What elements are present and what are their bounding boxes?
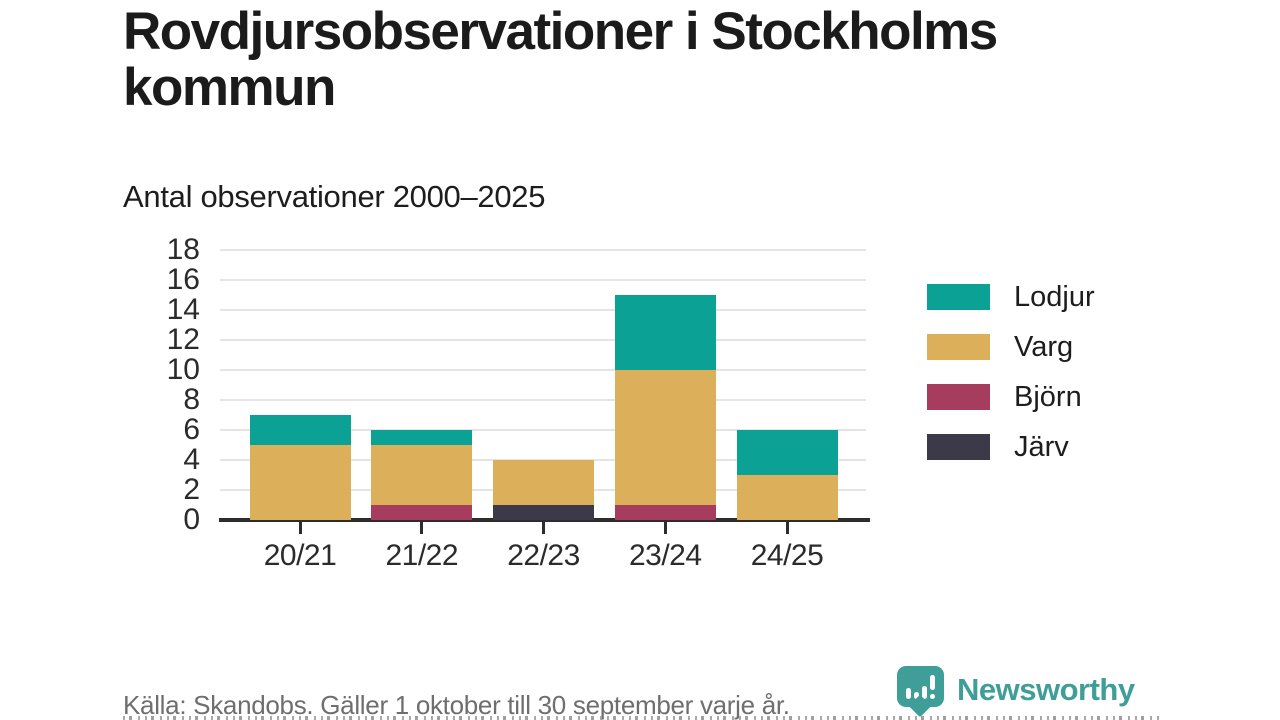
x-axis-tick-label: 21/22 (385, 539, 459, 572)
bar-segment-bjrn (614, 505, 716, 520)
bar-segment-jrv (493, 505, 594, 520)
gridline (220, 339, 866, 341)
newsworthy-wordmark: Newsworthy (957, 672, 1135, 707)
y-axis-tick-label: 18 (166, 233, 200, 266)
y-axis-tick-label: 12 (166, 323, 200, 356)
bar-segment-bjrn (371, 505, 473, 520)
y-axis-tick-label: 6 (183, 413, 200, 446)
y-axis-tick-label: 4 (183, 443, 200, 476)
gridline (220, 399, 866, 401)
x-axis-tick-label: 20/21 (263, 539, 337, 572)
bar-segment-varg (493, 460, 594, 505)
legend-item-lodjur: Lodjur (927, 282, 1095, 312)
legend-label: Varg (1014, 331, 1074, 363)
legend-label: Järv (1014, 431, 1069, 463)
x-axis-tick-label: 22/23 (507, 539, 580, 572)
bar-segment-varg (736, 475, 838, 520)
logo-bar-icon (906, 688, 911, 699)
x-axis-tick-label: 23/24 (628, 539, 702, 572)
legend-label: Björn (1014, 381, 1082, 413)
legend-swatch (927, 334, 990, 360)
y-axis-tick-label: 0 (183, 503, 200, 536)
y-axis-tick-label: 16 (166, 263, 200, 296)
bar-segment-lodjur (614, 295, 716, 370)
logo-exclamation-icon (930, 675, 935, 690)
cropped-text-line (123, 716, 1160, 720)
y-axis-tick-label: 14 (166, 293, 200, 326)
bar-segment-lodjur (249, 415, 351, 445)
x-axis-labels: 20/21 21/22 22/23 23/24 24/25 (220, 538, 866, 580)
y-axis: 0 2 4 6 8 10 12 14 16 18 (0, 234, 200, 536)
x-axis-tick (420, 522, 424, 534)
y-axis-tick-label: 10 (166, 353, 200, 386)
y-axis-tick-label: 8 (183, 383, 200, 416)
x-axis-tick (298, 522, 302, 534)
legend: Lodjur Varg Björn Järv (927, 282, 1095, 482)
logo-bar-icon (922, 686, 927, 699)
legend-label: Lodjur (1014, 281, 1095, 313)
legend-item-jrv: Järv (927, 432, 1095, 462)
gridline (220, 429, 866, 431)
legend-item-bjrn: Björn (927, 382, 1095, 412)
bar-segment-varg (249, 445, 351, 520)
legend-swatch (927, 284, 990, 310)
x-axis-tick-label: 24/25 (750, 539, 824, 572)
y-axis-tick-label: 2 (183, 473, 200, 506)
legend-item-varg: Varg (927, 332, 1095, 362)
x-axis-tick (542, 522, 545, 534)
legend-swatch (927, 434, 990, 460)
plot-area (219, 249, 870, 534)
source-note: Källa: Skandobs. Gäller 1 oktober till 3… (123, 690, 790, 720)
x-axis-line (219, 518, 870, 522)
gridline (220, 309, 866, 311)
bar-segment-lodjur (736, 430, 838, 475)
x-axis-tick (663, 522, 667, 534)
bar-segment-varg (614, 370, 716, 505)
chart-title: Rovdjursobservationer i Stockholms kommu… (123, 2, 998, 117)
newsworthy-logo: Newsworthy (897, 664, 1159, 720)
chart-subtitle: Antal observationer 2000–2025 (123, 179, 546, 214)
x-axis-tick (785, 522, 789, 534)
bar-segment-lodjur (371, 430, 473, 445)
logo-bar-icon (914, 692, 919, 699)
legend-swatch (927, 384, 990, 410)
bar-segment-varg (371, 445, 473, 505)
gridline (220, 369, 866, 371)
gridline (220, 249, 866, 251)
logo-exclamation-dot-icon (930, 694, 935, 699)
gridline (220, 279, 866, 281)
